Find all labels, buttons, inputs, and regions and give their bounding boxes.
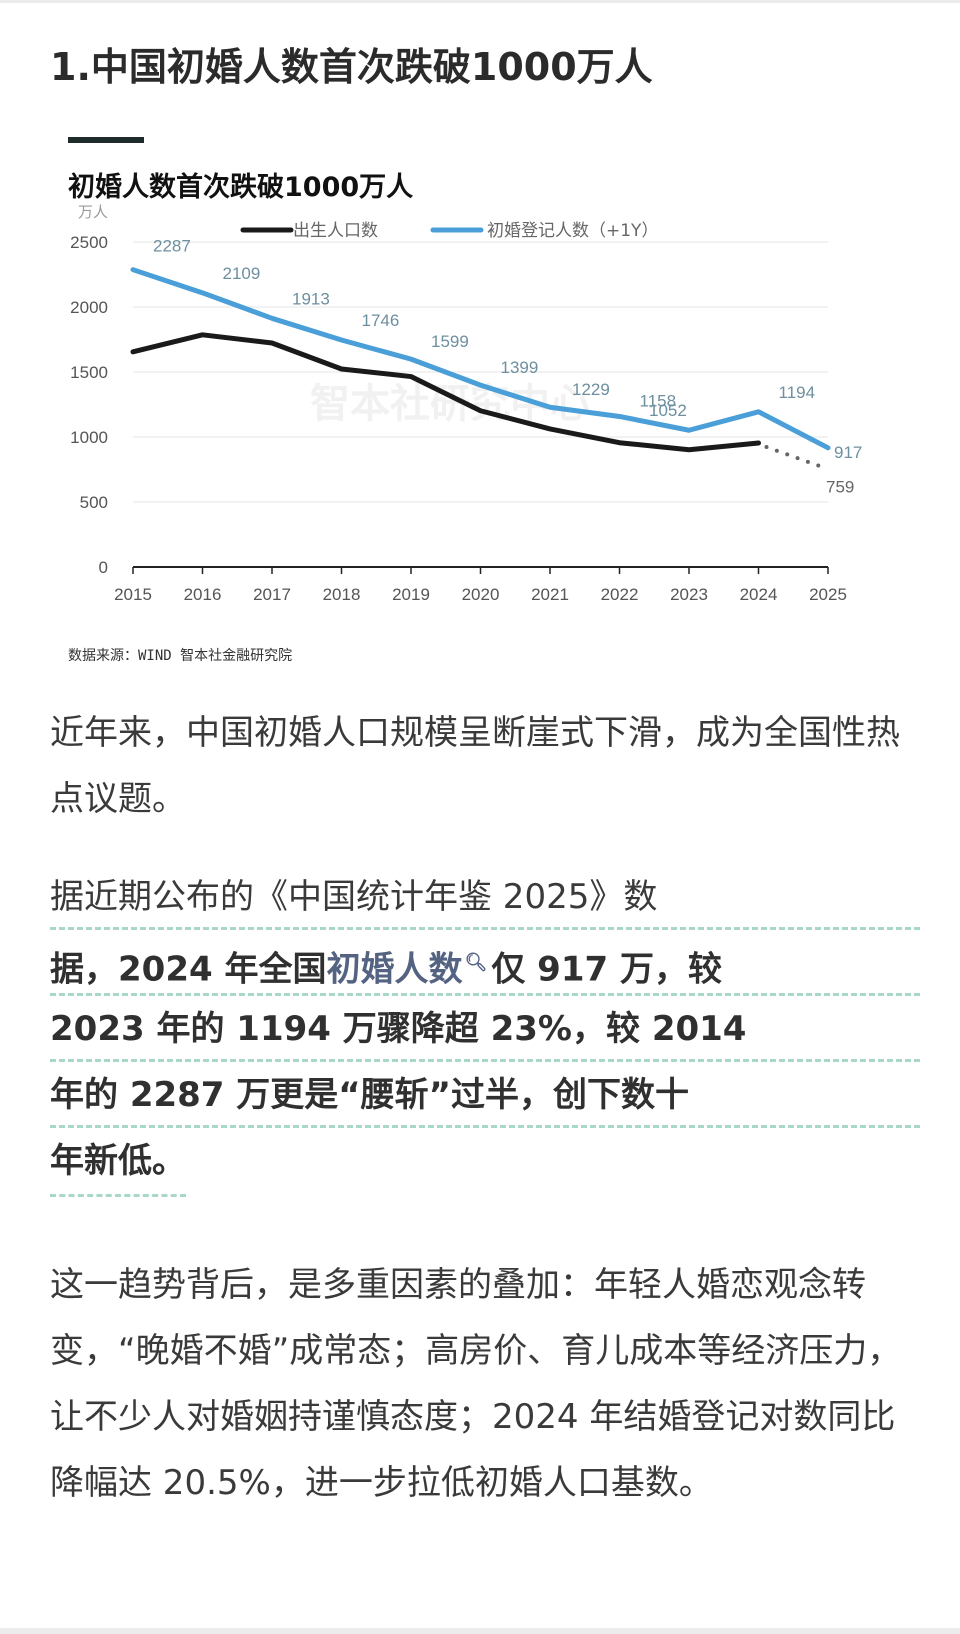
data-label: 1399: [501, 358, 539, 377]
x-tick-label: 2022: [601, 585, 639, 604]
highlight-line: 2023 年的 1194 万骤降超 23%，较 2014: [50, 996, 920, 1062]
x-tick-label: 2024: [740, 585, 778, 604]
data-label: 917: [834, 443, 862, 462]
y-axis-unit: 万人: [78, 203, 108, 221]
paragraph-intro-text: 近年来，中国初婚人口规模呈断崖式下滑，成为全国性热点议题。: [50, 713, 900, 819]
data-label: 759: [826, 477, 854, 496]
data-label: 2109: [223, 264, 261, 283]
data-label: 1229: [572, 380, 610, 399]
y-tick-label: 500: [80, 493, 108, 512]
paragraph-intro: 近年来，中国初婚人口规模呈断崖式下滑，成为全国性热点议题。: [50, 700, 920, 832]
paragraph-causes: 这一趋势背后，是多重因素的叠加：年轻人婚恋观念转变，“晚婚不婚”成常态；高房价、…: [50, 1252, 920, 1516]
chart-source: 数据来源：WIND 智本社金融研究院: [68, 648, 293, 664]
data-label: 1194: [779, 383, 816, 402]
series-line: [130, 267, 831, 451]
x-tick-label: 2025: [809, 585, 847, 604]
highlight-line: 年的 2287 万更是“腰斩”过半，创下数十: [50, 1062, 920, 1128]
series-line: [130, 332, 761, 453]
chart-figure: 初婚人数首次跌破1000万人 万人 0 500 1000 1500 2000 2500 智本社…: [0, 120, 960, 680]
y-tick-label: 1000: [70, 428, 108, 447]
x-tick-label: 2023: [670, 585, 708, 604]
data-label: 2287: [153, 237, 191, 256]
highlight-line: 据近期公布的《中国统计年鉴 2025》数: [50, 864, 920, 930]
data-label: 1599: [431, 332, 469, 351]
legend-label: 出生人口数: [293, 221, 378, 241]
data-label: 1913: [292, 289, 330, 308]
keyword-link-first-marriage[interactable]: 初婚人数: [326, 949, 463, 990]
top-divider: [0, 0, 960, 3]
y-tick-label: 2000: [70, 298, 108, 317]
data-label: 1158: [640, 391, 677, 410]
data-label: 1746: [362, 311, 400, 330]
chart-accent-bar: [68, 137, 144, 143]
x-tick-label: 2016: [184, 585, 222, 604]
highlight-line: 据，2024 年全国初婚人数 🔍︎ 仅 917 万，较: [50, 930, 920, 996]
y-tick-label: 0: [99, 558, 108, 577]
bottom-divider: [0, 1628, 960, 1634]
data-label: 1052: [649, 401, 687, 420]
projection-line: [764, 444, 828, 471]
y-tick-label: 2500: [70, 233, 108, 252]
x-tick-label: 2015: [114, 585, 152, 604]
x-tick-label: 2021: [531, 585, 569, 604]
paragraph-causes-text: 这一趋势背后，是多重因素的叠加：年轻人婚恋观念转变，“晚婚不婚”成常态；高房价、…: [50, 1265, 902, 1503]
search-icon[interactable]: 🔍︎: [464, 952, 488, 973]
paragraph-statistics: 据近期公布的《中国统计年鉴 2025》数 据，2024 年全国初婚人数 🔍︎ 仅 9…: [50, 864, 920, 1197]
x-tick-label: 2020: [462, 585, 500, 604]
y-tick-label: 1500: [70, 363, 108, 382]
legend-label: 初婚登记人数（+1Y）: [487, 221, 658, 241]
page-title: 1.中国初婚人数首次跌破1000万人: [50, 45, 653, 89]
highlight-line: 年新低。: [50, 1128, 920, 1197]
x-tick-label: 2017: [253, 585, 291, 604]
x-tick-label: 2019: [392, 585, 430, 604]
chart-title: 初婚人数首次跌破1000万人: [68, 172, 414, 203]
x-tick-label: 2018: [323, 585, 361, 604]
